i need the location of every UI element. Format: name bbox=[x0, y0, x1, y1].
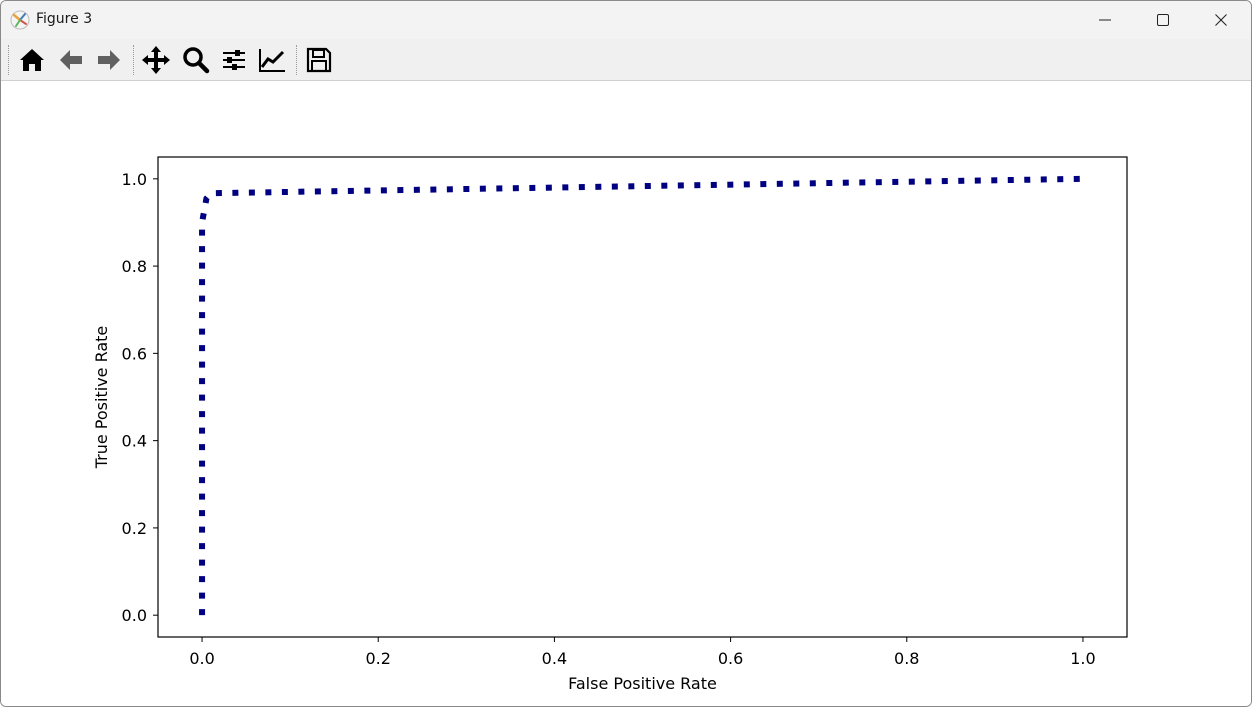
maximize-button[interactable] bbox=[1134, 1, 1192, 39]
toolbar-separator bbox=[133, 45, 134, 75]
x-axis: 0.0 0.2 0.4 0.6 0.8 1.0 bbox=[189, 637, 1096, 668]
matplotlib-logo-icon bbox=[10, 10, 30, 30]
edit-axes-icon bbox=[259, 49, 285, 72]
forward-button[interactable] bbox=[92, 43, 126, 77]
y-tick-label: 0.2 bbox=[122, 519, 147, 538]
home-button[interactable] bbox=[15, 43, 49, 77]
navigation-toolbar bbox=[1, 39, 1251, 81]
close-icon bbox=[1215, 14, 1227, 26]
minimize-icon bbox=[1099, 19, 1111, 21]
minimize-button[interactable] bbox=[1076, 1, 1134, 39]
y-tick-label: 1.0 bbox=[122, 170, 147, 189]
maximize-icon bbox=[1157, 14, 1169, 26]
edit-axes-button[interactable] bbox=[255, 43, 289, 77]
save-button[interactable] bbox=[302, 43, 336, 77]
y-axis-label: True Positive Rate bbox=[92, 326, 111, 470]
y-axis: 0.0 0.2 0.4 0.6 0.8 1.0 bbox=[122, 170, 158, 625]
x-axis-label: False Positive Rate bbox=[568, 674, 717, 693]
x-tick-label: 0.4 bbox=[542, 649, 567, 668]
zoom-icon bbox=[183, 47, 210, 74]
back-arrow-icon bbox=[60, 50, 82, 70]
x-tick-label: 1.0 bbox=[1070, 649, 1095, 668]
roc-chart: 0.0 0.2 0.4 0.6 0.8 1.0 0.0 0.2 0.4 0.6 0.8 1.0 Fa… bbox=[92, 156, 1128, 693]
figure-canvas[interactable]: 0.0 0.2 0.4 0.6 0.8 1.0 0.0 0.2 0.4 0.6 0.8 1.0 Fa… bbox=[1, 81, 1251, 706]
y-tick-label: 0.8 bbox=[122, 257, 147, 276]
toolbar-separator bbox=[296, 45, 297, 75]
save-icon bbox=[306, 47, 332, 73]
title-bar: Figure 3 bbox=[1, 1, 1251, 39]
y-tick-label: 0.4 bbox=[122, 432, 147, 451]
back-button[interactable] bbox=[54, 43, 88, 77]
toolbar-grip bbox=[8, 45, 9, 75]
close-button[interactable] bbox=[1192, 1, 1250, 39]
pan-button[interactable] bbox=[139, 43, 173, 77]
x-tick-label: 0.2 bbox=[366, 649, 391, 668]
configure-subplots-button[interactable] bbox=[217, 43, 251, 77]
x-tick-label: 0.8 bbox=[894, 649, 919, 668]
y-tick-label: 0.0 bbox=[122, 606, 147, 625]
pan-icon bbox=[142, 46, 170, 74]
home-icon bbox=[20, 49, 44, 71]
roc-curve-line-0 bbox=[199, 175, 1083, 616]
window-title: Figure 3 bbox=[36, 11, 93, 27]
axes-frame bbox=[157, 156, 1128, 638]
x-tick-label: 0.0 bbox=[189, 649, 214, 668]
y-tick-label: 0.6 bbox=[122, 344, 147, 363]
forward-arrow-icon bbox=[98, 50, 120, 70]
configure-subplots-icon bbox=[223, 50, 245, 70]
zoom-button[interactable] bbox=[179, 43, 213, 77]
plot-area bbox=[199, 175, 1083, 616]
x-tick-label: 0.6 bbox=[718, 649, 743, 668]
